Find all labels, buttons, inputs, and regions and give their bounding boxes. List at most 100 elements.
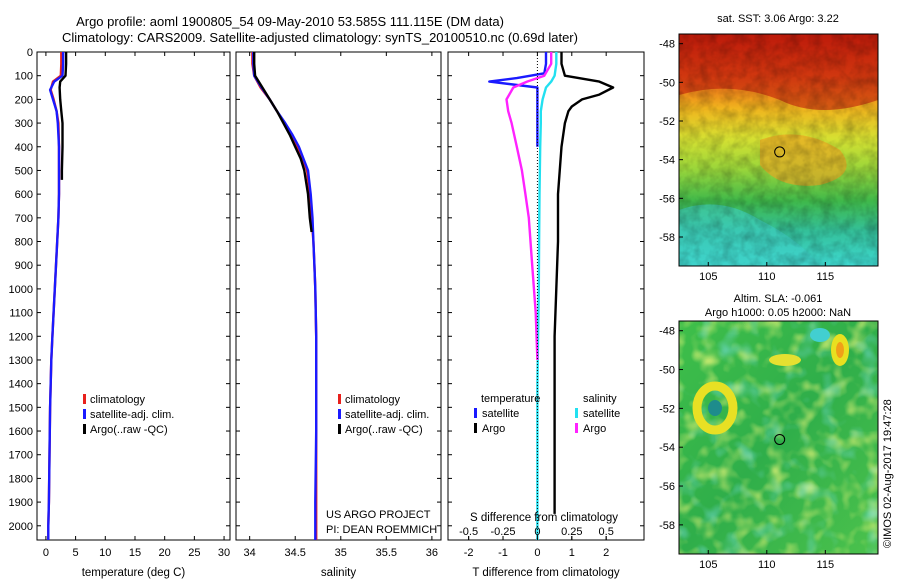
difference-legend-swatch-temp-argo bbox=[474, 423, 477, 433]
salinity-legend-swatch bbox=[338, 394, 341, 404]
difference-s-xlabel: S difference from climatology bbox=[470, 512, 618, 524]
sst_map-ytick-label: -52 bbox=[659, 116, 675, 128]
difference-legend-swatch-temp-satellite bbox=[474, 408, 477, 418]
temperature-ytick-label: 2000 bbox=[9, 521, 33, 533]
temperature-legend-label: climatology bbox=[90, 394, 146, 406]
temperature-ytick-label: 900 bbox=[15, 260, 33, 272]
sst-map-title: sat. SST: 3.06 Argo: 3.22 bbox=[717, 13, 839, 25]
salinity-panel: 34 34.5 35 35.5 36 salinity climatology satelli… bbox=[235, 51, 442, 579]
sst_map-ytick-label: -48 bbox=[659, 39, 675, 51]
difference-s-xtick-label: -0.25 bbox=[490, 526, 515, 538]
sla_map-ytick-label: -52 bbox=[659, 403, 675, 415]
temperature-legend-swatch bbox=[83, 394, 86, 404]
figure-title-line2: Climatology: CARS2009. Satellite-adjuste… bbox=[62, 30, 578, 45]
temperature-xtick-label: 5 bbox=[73, 547, 79, 559]
temperature-ytick-label: 1100 bbox=[9, 308, 33, 320]
salinity-xtick-label: 35 bbox=[335, 547, 347, 559]
sla-cyan-blob bbox=[810, 328, 830, 342]
sst-map-ticks: 105 110 115 -48 -50 -52 -54 -56 -58 bbox=[659, 39, 834, 283]
difference-legend-label-sal-satellite: satellite bbox=[583, 408, 620, 420]
temperature-ytick-label: 500 bbox=[15, 165, 33, 177]
difference-xtick-label: -2 bbox=[464, 547, 474, 559]
difference-legend-swatch-sal-satellite bbox=[575, 408, 578, 418]
difference-legend-label-temp-argo: Argo bbox=[482, 423, 505, 435]
credit-project: US ARGO PROJECT bbox=[326, 509, 431, 521]
difference-legend-label-temp-satellite: satellite bbox=[482, 408, 519, 420]
temperature-xlabel: temperature (deg C) bbox=[82, 567, 186, 579]
temperature-ytick-label: 0 bbox=[27, 47, 33, 59]
sla_map-ytick-label: -50 bbox=[659, 365, 675, 377]
difference-xtick-label: 2 bbox=[603, 547, 609, 559]
sla_map-xtick-label: 110 bbox=[758, 559, 776, 571]
difference-xtick-label: 0 bbox=[534, 547, 540, 559]
difference-series-temp_satellite bbox=[488, 52, 548, 147]
difference-legend-swatch-sal-argo bbox=[575, 423, 578, 433]
difference-legend-temp-title: temperature bbox=[481, 393, 540, 405]
difference-s-xtick-label: 0 bbox=[534, 526, 540, 538]
difference-xtick-label: 1 bbox=[569, 547, 575, 559]
temperature-ytick-label: 600 bbox=[15, 189, 33, 201]
sla-orange-core bbox=[836, 342, 844, 358]
temperature-ytick-label: 200 bbox=[15, 94, 33, 106]
salinity-series-argo bbox=[252, 52, 313, 233]
sla_map-ytick-label: -48 bbox=[659, 326, 675, 338]
temperature-ytick-label: 100 bbox=[15, 71, 33, 83]
temperature-axes-frame bbox=[36, 51, 231, 541]
salinity-xlabel: salinity bbox=[321, 567, 356, 579]
temperature-series-satellite bbox=[47, 52, 65, 540]
figure-title-line1: Argo profile: aoml 1900805_54 09-May-201… bbox=[76, 14, 504, 29]
credit-block: US ARGO PROJECT PI: DEAN ROEMMICH bbox=[326, 509, 437, 536]
sst_map-xtick-label: 110 bbox=[758, 271, 776, 283]
temperature-legend-swatch bbox=[83, 409, 86, 419]
sla_map-ytick-label: -58 bbox=[659, 520, 675, 532]
temperature-ytick-label: 1700 bbox=[9, 450, 33, 462]
temperature-xtick-label: 20 bbox=[159, 547, 171, 559]
sla_map-xtick-label: 105 bbox=[699, 559, 717, 571]
temperature-ytick-label: 400 bbox=[15, 142, 33, 154]
temperature-ytick-label: 300 bbox=[15, 118, 33, 130]
temperature-xtick-label: 10 bbox=[99, 547, 111, 559]
salinity-xtick-label: 34 bbox=[244, 547, 256, 559]
difference-panel: -2 -1 0 1 2 T difference from climatology -0.5… bbox=[447, 51, 645, 579]
salinity-legend-label: Argo(..raw -QC) bbox=[345, 424, 423, 436]
temperature-series-argo bbox=[58, 52, 68, 180]
temperature-ytick-label: 1800 bbox=[9, 473, 33, 485]
sla-map-title: Altim. SLA: -0.061 bbox=[734, 293, 823, 305]
temperature-xtick-label: 25 bbox=[188, 547, 200, 559]
temperature-legend-label: Argo(..raw -QC) bbox=[90, 424, 168, 436]
sst-map-frame bbox=[678, 33, 879, 267]
difference-series-temp_argo bbox=[553, 52, 615, 514]
sst-map-panel: sat. SST: 3.06 Argo: 3.22 bbox=[659, 13, 879, 283]
temperature-ytick-label: 1900 bbox=[9, 497, 33, 509]
sla_map-xtick-label: 115 bbox=[817, 559, 835, 571]
sst-map-texture bbox=[679, 34, 878, 266]
salinity-legend-label: climatology bbox=[345, 394, 401, 406]
temperature-ytick-label: 1600 bbox=[9, 426, 33, 438]
temperature-ytick-label: 1200 bbox=[9, 331, 33, 343]
difference-xlabel: T difference from climatology bbox=[472, 567, 619, 579]
temperature-xtick-label: 15 bbox=[129, 547, 141, 559]
difference-s-xtick-label: 0.5 bbox=[599, 526, 614, 538]
credit-pi: PI: DEAN ROEMMICH bbox=[326, 524, 437, 536]
difference-s-xtick-label: -0.5 bbox=[459, 526, 478, 538]
salinity-xtick-label: 36 bbox=[426, 547, 438, 559]
temperature-legend-label: satellite-adj. clim. bbox=[90, 409, 174, 421]
salinity-legend-swatch bbox=[338, 409, 341, 419]
salinity-xtick-label: 34.5 bbox=[285, 547, 306, 559]
sst_map-ytick-label: -54 bbox=[659, 155, 675, 167]
temperature-xtick-label: 30 bbox=[218, 547, 230, 559]
sla-yellow-ring bbox=[692, 381, 738, 435]
temperature-xtick-label: 0 bbox=[43, 547, 49, 559]
temperature-ytick-label: 1300 bbox=[9, 355, 33, 367]
sla-map-subtitle: Argo h1000: 0.05 h2000: NaN bbox=[705, 307, 851, 319]
sst_map-ytick-label: -58 bbox=[659, 232, 675, 244]
temperature-ytick-label: 1500 bbox=[9, 402, 33, 414]
difference-axes-frame bbox=[447, 51, 645, 541]
salinity-xtick-label: 35.5 bbox=[376, 547, 397, 559]
sla-map-frame bbox=[678, 320, 879, 555]
salinity-legend-swatch bbox=[338, 424, 341, 434]
sla-map-ticks: 105 110 115 -48 -50 -52 -54 -56 -58 bbox=[659, 326, 834, 571]
temperature-ytick-label: 700 bbox=[15, 213, 33, 225]
salinity-legend-label: satellite-adj. clim. bbox=[345, 409, 429, 421]
